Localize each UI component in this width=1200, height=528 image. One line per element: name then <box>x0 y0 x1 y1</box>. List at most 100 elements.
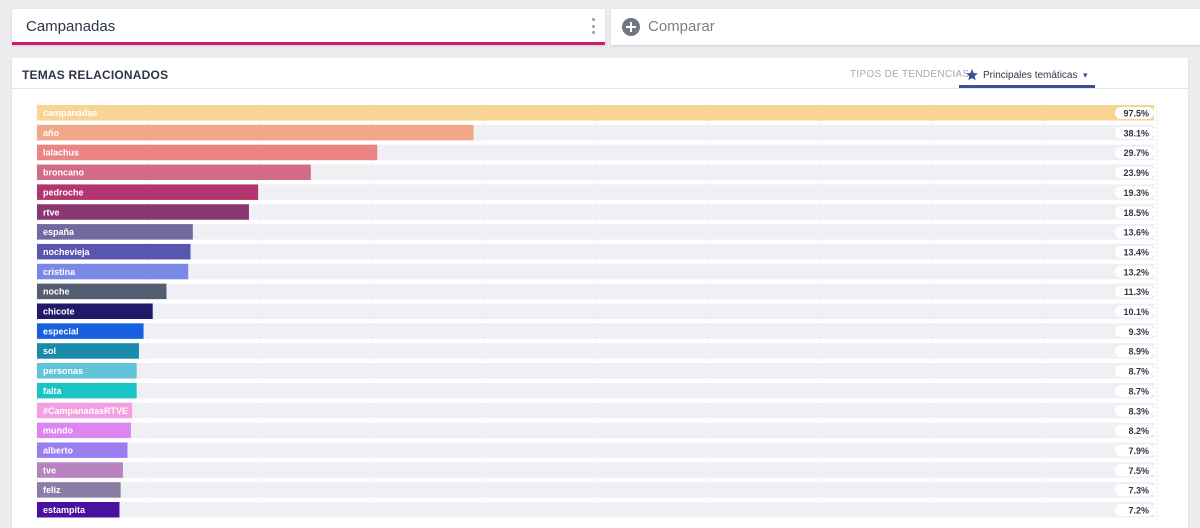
value-label: 18.5% <box>1123 208 1149 218</box>
bar-track <box>37 442 1154 458</box>
bar-label: falta <box>43 386 63 396</box>
bar-label: tve <box>43 465 56 475</box>
value-label: 8.3% <box>1128 406 1149 416</box>
search-term-card[interactable]: Campanadas <box>12 9 605 45</box>
bar <box>37 382 137 399</box>
bar-track <box>37 323 1154 339</box>
bar <box>37 482 121 498</box>
bar-track <box>37 263 1154 280</box>
panel-divider <box>12 88 1188 89</box>
panel-title: TEMAS RELACIONADOS <box>22 68 169 82</box>
bar-track <box>37 204 1154 220</box>
value-label: 97.5% <box>1123 109 1149 119</box>
value-badge <box>1115 504 1154 516</box>
value-label: 13.6% <box>1123 228 1149 238</box>
bar-track <box>37 482 1154 498</box>
bar <box>37 263 189 280</box>
value-label: 7.9% <box>1128 446 1149 456</box>
value-badge <box>1115 484 1154 497</box>
bar-track <box>37 382 1154 399</box>
value-badge <box>1115 305 1154 318</box>
bar <box>37 283 167 300</box>
value-label: 29.7% <box>1123 148 1149 158</box>
bar-label: pedroche <box>43 187 84 197</box>
value-badge <box>1115 265 1154 278</box>
bar-label: noche <box>43 287 70 297</box>
bar <box>37 124 474 141</box>
bar <box>37 323 144 339</box>
star-icon <box>966 69 978 81</box>
bar-label: campanadas <box>43 108 98 118</box>
bar-track <box>37 243 1154 260</box>
value-label: 13.4% <box>1123 247 1149 257</box>
value-badge <box>1115 107 1154 119</box>
compare-button[interactable]: Comparar <box>611 9 1200 45</box>
value-label: 23.9% <box>1123 168 1149 178</box>
bar-track <box>37 283 1154 300</box>
value-badge <box>1115 424 1154 437</box>
bar-track <box>37 363 1154 379</box>
tab-trend-types[interactable]: TIPOS DE TENDENCIAS <box>850 69 970 80</box>
value-badge <box>1115 285 1154 298</box>
bar <box>37 105 1154 121</box>
value-badge <box>1115 226 1154 239</box>
value-badge <box>1115 186 1154 199</box>
kebab-menu-icon[interactable] <box>591 18 595 34</box>
value-label: 38.1% <box>1123 128 1149 138</box>
bar-label: lalachus <box>43 148 79 158</box>
value-badge <box>1115 404 1154 417</box>
bar <box>37 363 137 379</box>
value-label: 7.5% <box>1128 466 1149 476</box>
value-badge <box>1115 384 1154 397</box>
bar-track <box>37 164 1154 181</box>
value-label: 7.2% <box>1128 506 1149 516</box>
bar-label: especial <box>43 326 79 336</box>
value-label: 10.1% <box>1123 307 1149 317</box>
bar-label: #CampanadasRTVE <box>43 406 128 416</box>
bar-label: nochevieja <box>43 247 91 257</box>
bar <box>37 144 378 161</box>
bar <box>37 303 153 319</box>
bar <box>37 442 128 458</box>
bar-label: rtve <box>43 207 60 217</box>
value-label: 11.3% <box>1124 287 1149 297</box>
bar-label: personas <box>43 366 83 376</box>
bar <box>37 402 133 419</box>
bar-label: sol <box>43 346 56 356</box>
bar <box>37 343 139 359</box>
compare-label: Comparar <box>648 18 715 35</box>
value-badge <box>1115 464 1154 477</box>
related-topics-panel: TEMAS RELACIONADOS TIPOS DE TENDENCIAS P… <box>12 58 1188 528</box>
bar <box>37 164 311 181</box>
value-badge <box>1115 245 1154 258</box>
bar-label: mundo <box>43 426 73 436</box>
plus-circle-icon <box>622 18 640 36</box>
tab-main-topics[interactable]: Principales temáticas ▾ <box>959 62 1095 88</box>
bar <box>37 462 123 478</box>
value-label: 8.2% <box>1128 426 1149 436</box>
value-label: 13.2% <box>1123 267 1149 277</box>
bar-label: alberto <box>43 445 74 455</box>
value-label: 8.7% <box>1128 367 1149 377</box>
value-badge <box>1115 146 1154 159</box>
value-label: 7.3% <box>1128 486 1149 496</box>
bar <box>37 204 249 220</box>
value-label: 9.3% <box>1128 327 1149 337</box>
value-label: 19.3% <box>1123 188 1149 198</box>
bar-track <box>37 502 1154 518</box>
bar-track <box>37 303 1154 319</box>
search-term-text: Campanadas <box>26 18 116 35</box>
value-label: 8.7% <box>1128 386 1149 396</box>
bar <box>37 184 259 200</box>
bar-track <box>37 224 1154 240</box>
value-badge <box>1115 444 1154 457</box>
value-badge <box>1115 166 1154 179</box>
bar-label: broncano <box>43 168 85 178</box>
bar <box>37 502 120 518</box>
bar-label: estampita <box>43 505 86 515</box>
bar-label: españa <box>43 227 75 237</box>
related-topics-bar-chart: campanadas 97.5% año 38.1% lalachus 29.7% bron… <box>36 103 1158 523</box>
value-badge <box>1115 365 1154 378</box>
bar-label: feliz <box>43 485 61 495</box>
value-badge <box>1115 345 1154 358</box>
